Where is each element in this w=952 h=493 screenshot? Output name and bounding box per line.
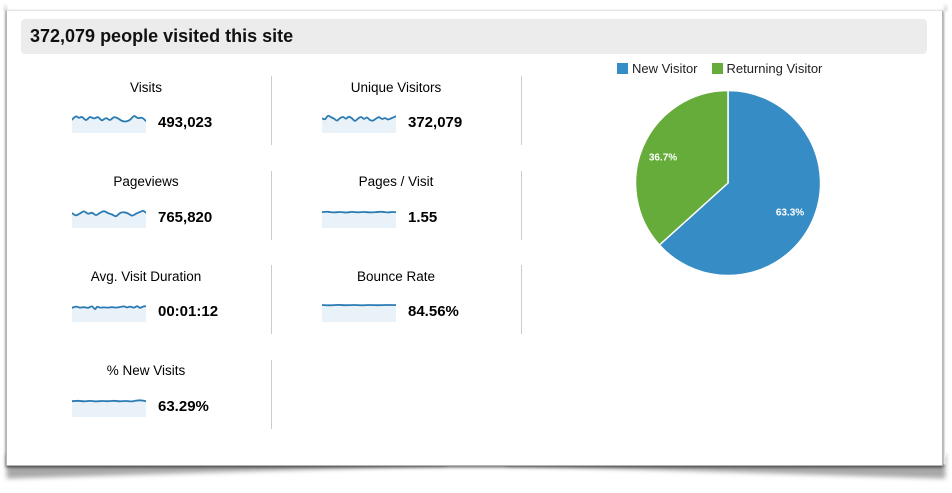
svg-text:36.7%: 36.7% — [649, 153, 677, 164]
svg-text:63.3%: 63.3% — [776, 208, 804, 219]
